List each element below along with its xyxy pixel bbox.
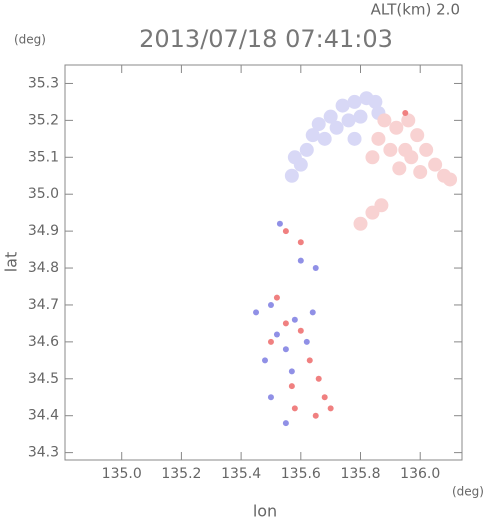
point (419, 142, 434, 157)
y-tick-label: 35.0 (28, 186, 59, 202)
x-tick-label: 135.8 (340, 466, 380, 482)
point (297, 327, 304, 334)
y-tick-label: 34.8 (28, 260, 59, 276)
y-tick-label: 34.6 (28, 334, 59, 350)
y-tick-label: 34.3 (28, 445, 59, 461)
point (288, 383, 295, 390)
x-tick-label: 135.0 (102, 466, 142, 482)
point (288, 368, 295, 375)
point (297, 239, 304, 246)
point (410, 128, 425, 143)
point (315, 375, 322, 382)
point (282, 420, 289, 427)
x-tick-label: 135.4 (221, 466, 261, 482)
point (305, 128, 320, 143)
chart-title: 2013/07/18 07:41:03 (139, 25, 393, 53)
point (383, 142, 398, 157)
point (267, 394, 274, 401)
point (365, 150, 380, 165)
point (309, 309, 316, 316)
point (267, 338, 274, 345)
point (312, 412, 319, 419)
point (282, 320, 289, 327)
point (306, 357, 313, 364)
x-axis-label: lon (253, 502, 277, 521)
point (297, 257, 304, 264)
point (327, 405, 334, 412)
point (347, 131, 362, 146)
point (284, 168, 299, 183)
y-tick-label: 35.3 (28, 75, 59, 91)
y-tick-label: 35.1 (28, 149, 59, 165)
point (299, 142, 314, 157)
point (347, 94, 362, 109)
point (353, 216, 368, 231)
point (341, 113, 356, 128)
point (374, 198, 389, 213)
point (311, 117, 326, 132)
y-tick-label: 34.4 (28, 408, 59, 424)
point (321, 394, 328, 401)
plot-frame (64, 64, 463, 461)
x-tick-label: 136.0 (400, 466, 440, 482)
point (291, 316, 298, 323)
point (282, 228, 289, 235)
annotation: ALT(km) 2.0 (371, 1, 460, 19)
point (312, 265, 319, 272)
point (253, 309, 260, 316)
point (291, 405, 298, 412)
point (413, 165, 428, 180)
point (276, 220, 283, 227)
point (401, 113, 416, 128)
point (282, 346, 289, 353)
x-tick-label: 135.6 (281, 466, 321, 482)
y-axis-label: lat (2, 252, 21, 273)
y-tick-label: 35.2 (28, 112, 59, 128)
point (368, 94, 383, 109)
point (261, 357, 268, 364)
point (317, 131, 332, 146)
y-tick-label: 34.7 (28, 297, 59, 313)
point (273, 294, 280, 301)
point (329, 120, 344, 135)
point (335, 98, 350, 113)
point (404, 150, 419, 165)
point (392, 161, 407, 176)
point (273, 331, 280, 338)
point (371, 131, 386, 146)
x-unit: (deg) (452, 485, 484, 499)
point (377, 113, 392, 128)
x-tick-label: 135.2 (161, 466, 201, 482)
y-unit: (deg) (14, 33, 46, 47)
point (402, 109, 409, 116)
point (353, 109, 368, 124)
point (293, 157, 308, 172)
point (267, 301, 274, 308)
point (428, 157, 443, 172)
point (443, 172, 458, 187)
point (303, 338, 310, 345)
point (389, 120, 404, 135)
y-tick-label: 34.9 (28, 223, 59, 239)
y-tick-label: 34.5 (28, 371, 59, 387)
point (323, 109, 338, 124)
